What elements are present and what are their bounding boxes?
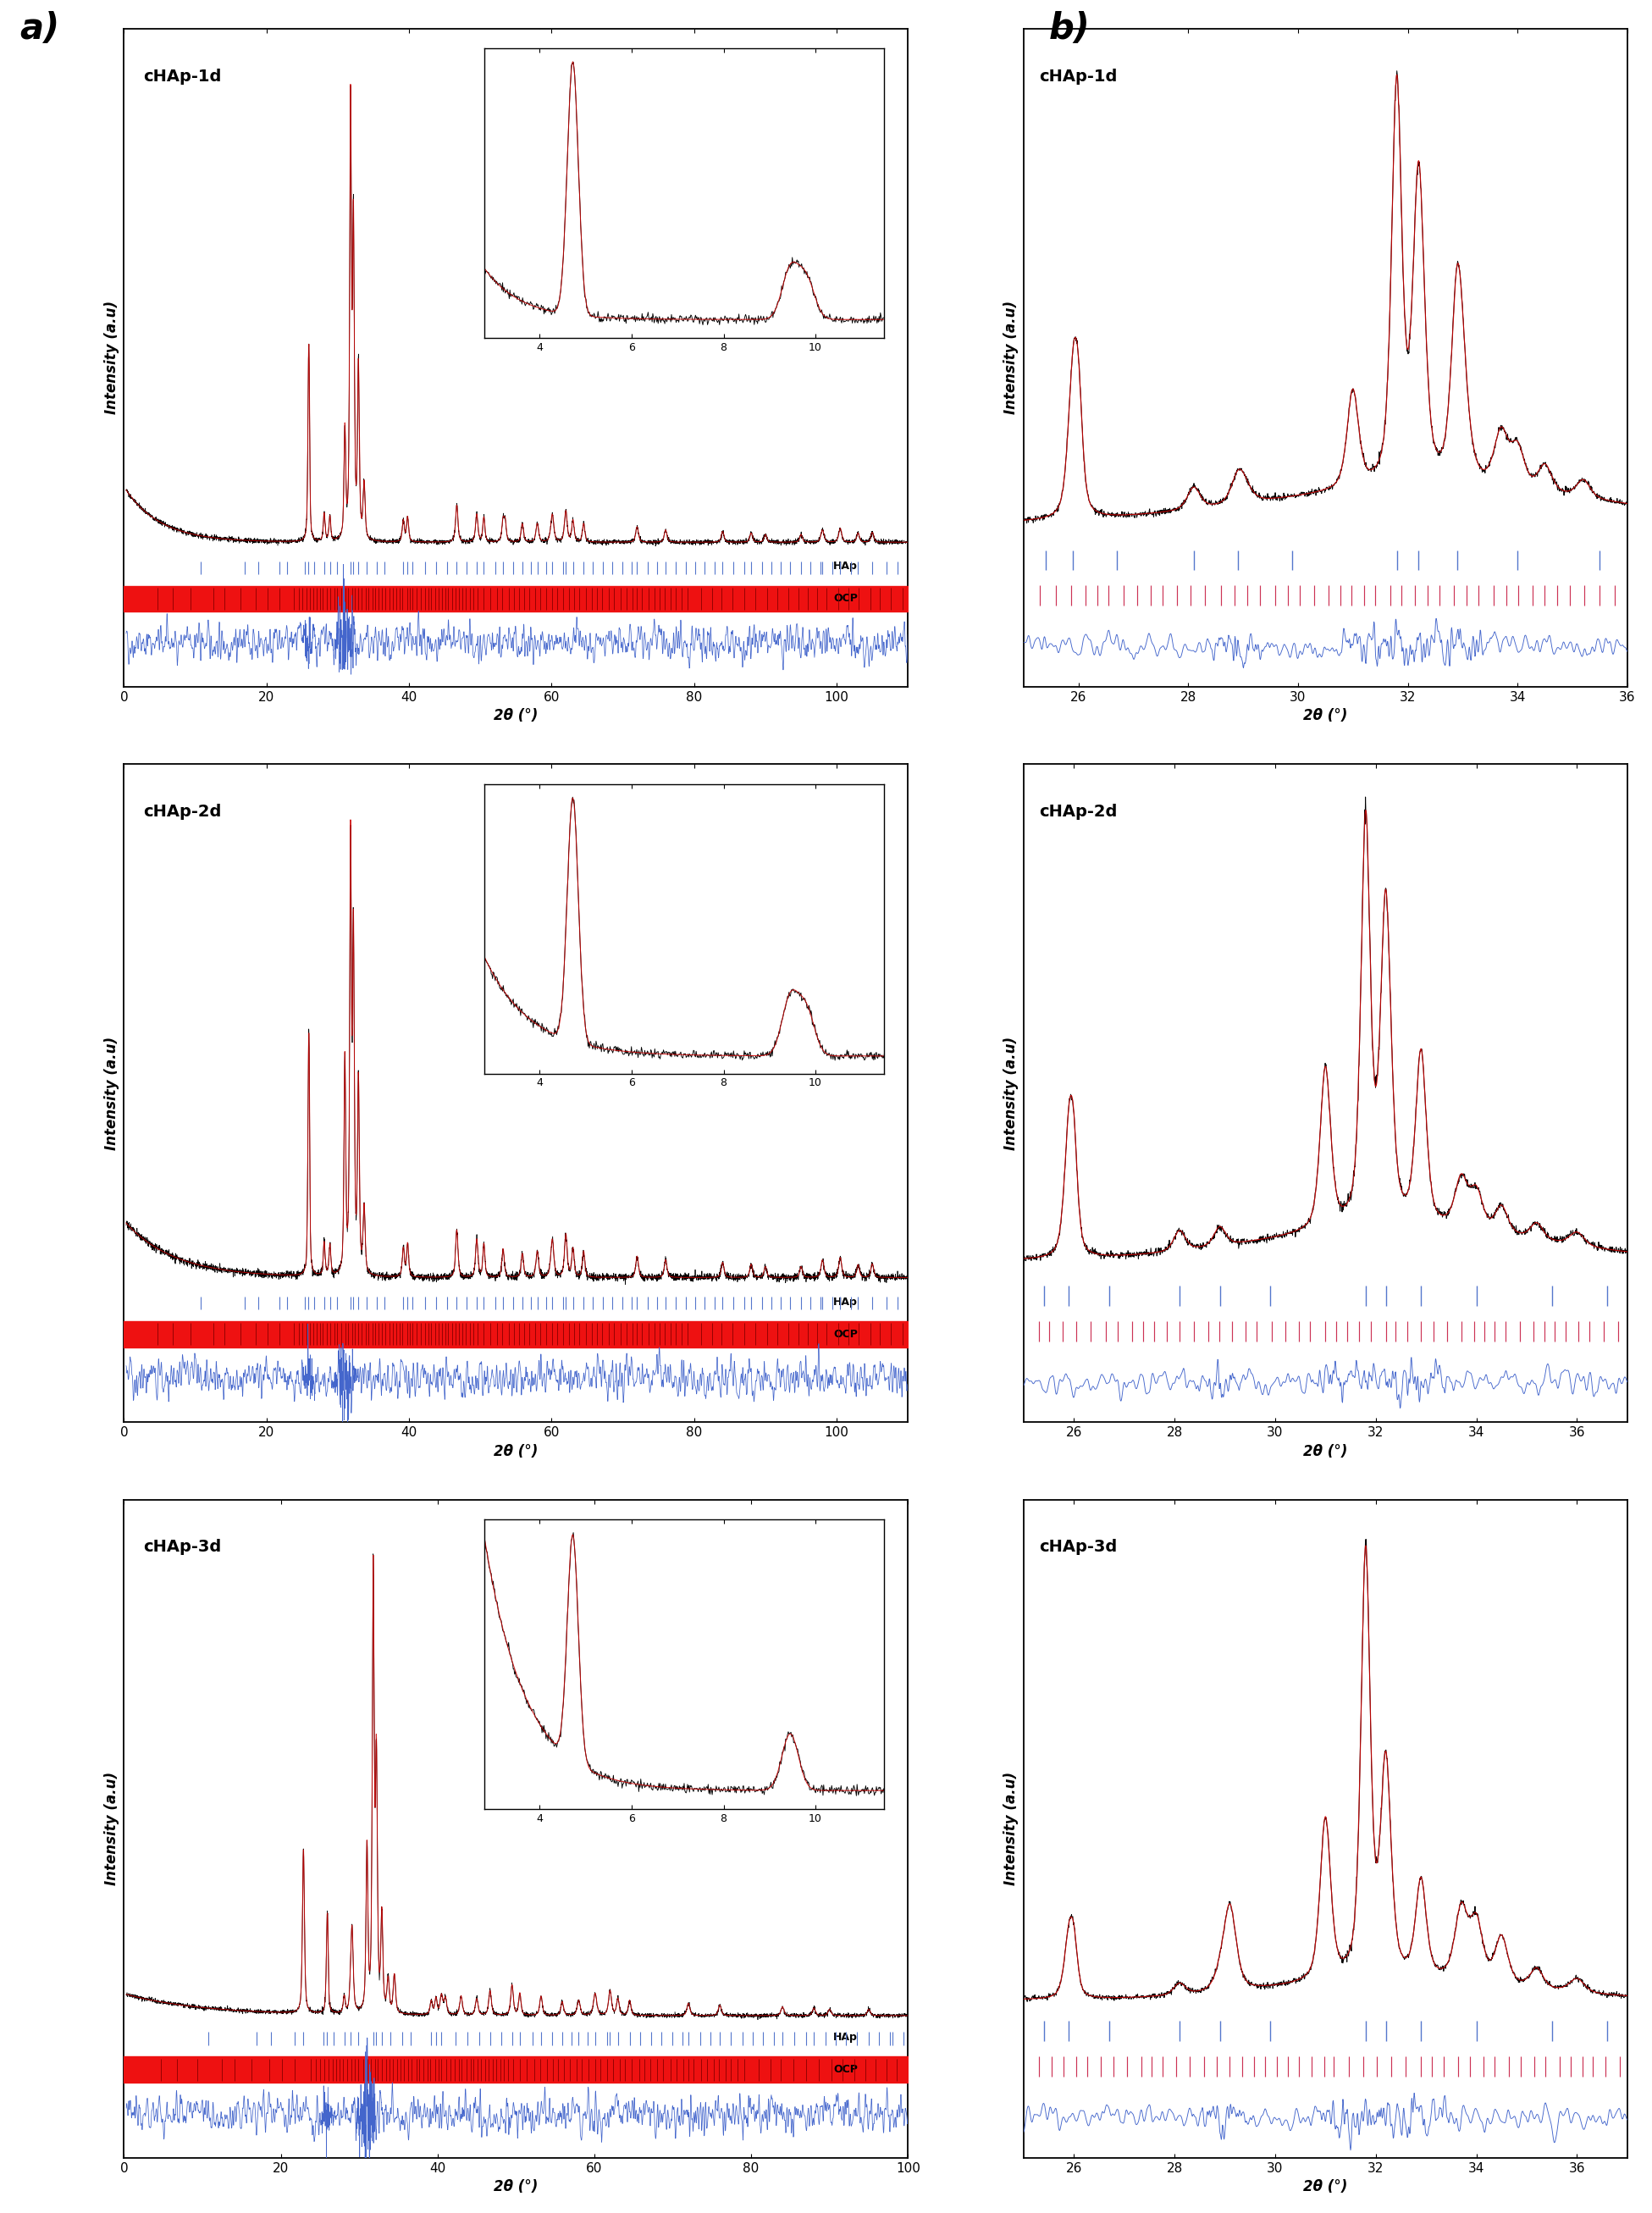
X-axis label: 2θ (°): 2θ (°) <box>494 1443 539 1458</box>
Y-axis label: Intensity (a.u): Intensity (a.u) <box>104 1773 119 1885</box>
Y-axis label: Intensity (a.u): Intensity (a.u) <box>1004 1773 1019 1885</box>
Text: cHAp-1d: cHAp-1d <box>144 69 221 84</box>
Y-axis label: Intensity (a.u): Intensity (a.u) <box>1004 1036 1019 1151</box>
X-axis label: 2θ (°): 2θ (°) <box>1303 708 1348 724</box>
Text: OCP: OCP <box>834 593 857 604</box>
Text: HAp: HAp <box>834 2032 857 2043</box>
X-axis label: 2θ (°): 2θ (°) <box>1303 2180 1348 2195</box>
Text: cHAp-2d: cHAp-2d <box>144 803 221 819</box>
X-axis label: 2θ (°): 2θ (°) <box>1303 1443 1348 1458</box>
Y-axis label: Intensity (a.u): Intensity (a.u) <box>104 301 119 414</box>
X-axis label: 2θ (°): 2θ (°) <box>494 2180 539 2195</box>
Text: a): a) <box>20 11 59 46</box>
Y-axis label: Intensity (a.u): Intensity (a.u) <box>1004 301 1019 414</box>
Text: OCP: OCP <box>834 1328 857 1339</box>
Text: OCP: OCP <box>834 2065 857 2076</box>
Y-axis label: Intensity (a.u): Intensity (a.u) <box>104 1036 119 1151</box>
Text: cHAp-3d: cHAp-3d <box>1039 1540 1117 1556</box>
Text: cHAp-1d: cHAp-1d <box>1039 69 1117 84</box>
Text: HAp: HAp <box>834 560 857 571</box>
Text: HAp: HAp <box>834 1297 857 1308</box>
Text: cHAp-2d: cHAp-2d <box>1039 803 1117 819</box>
Text: b): b) <box>1049 11 1090 46</box>
Text: cHAp-3d: cHAp-3d <box>144 1540 221 1556</box>
X-axis label: 2θ (°): 2θ (°) <box>494 708 539 724</box>
